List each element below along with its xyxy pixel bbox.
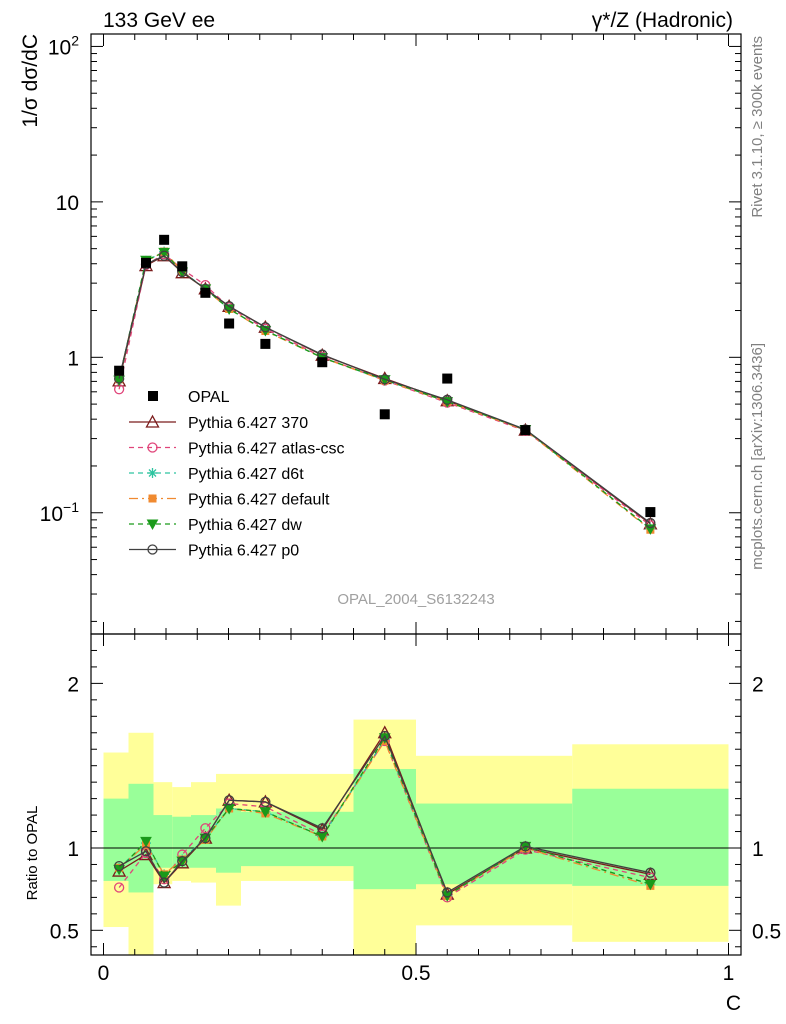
ratio-y-tick-label-right: 2 — [752, 673, 764, 696]
ratio-y-tick-label-left: 2 — [67, 673, 79, 696]
ratio-line-pythia-6-427-dw — [118, 736, 651, 897]
ratio-y-tick-label-right: 1 — [752, 838, 764, 861]
opal-point — [442, 373, 453, 384]
header-right: γ*/Z (Hadronic) — [592, 9, 733, 32]
opal-point — [177, 261, 188, 272]
legend-label-pythia-6-427-default: Pythia 6.427 default — [188, 492, 330, 509]
opal-point — [379, 409, 390, 420]
ratio-point-pythia-6-427-dw — [140, 836, 152, 848]
legend-label-pythia-6-427-d6t: Pythia 6.427 d6t — [188, 466, 304, 483]
legend-marker-pythia-6-427-dw — [146, 519, 159, 531]
legend-label-opal: OPAL — [188, 389, 230, 406]
ratio-point-pythia-6-427-dw — [259, 807, 272, 818]
opal-data-points — [114, 234, 656, 518]
main-line-pythia-6-427-dw — [118, 251, 651, 530]
legend-marker-pythia-6-427-d6t — [147, 468, 158, 478]
ratio-point-pythia-6-427-p0 — [260, 796, 271, 808]
axis-ticks — [91, 34, 741, 955]
main-line-pythia-6-427-atlas-csc — [118, 253, 651, 526]
ratio-point-pythia-6-427-atlas-csc — [113, 882, 125, 893]
main-y-tick-label: 1 — [67, 347, 79, 370]
x-axis-label: C — [726, 992, 741, 1015]
ratio-point-pythia-6-427-dw — [158, 871, 170, 883]
band-green-bin — [153, 815, 173, 868]
main-y-tick-exponent: −1 — [63, 499, 79, 515]
ratio-point-pythia-6-427-p0 — [140, 846, 152, 857]
ratio-point-pythia-6-427-atlas-csc — [200, 823, 211, 834]
ratio-y-axis-label: Ratio to OPAL — [24, 806, 41, 901]
opal-point — [200, 287, 211, 298]
ratio-point-pythia-6-427-p0 — [442, 887, 453, 898]
ratio-point-pythia-6-427-p0 — [645, 867, 656, 878]
opal-point — [114, 365, 125, 376]
opal-point — [159, 234, 170, 245]
band-green-bin — [572, 788, 729, 886]
main-point-pythia-6-427-dw — [158, 247, 170, 259]
legend-label-pythia-6-427-p0: Pythia 6.427 p0 — [188, 543, 299, 560]
legend: OPAL Pythia 6.427 370 Pythia 6.427 atlas-c… — [129, 389, 345, 560]
ratio-point-pythia-6-427-p0 — [113, 860, 125, 872]
main-point-pythia-6-427-p0 — [260, 322, 271, 333]
main-point-pythia-6-427-p0 — [379, 374, 390, 385]
analysis-label: OPAL_2004_S6132243 — [337, 591, 494, 608]
main-y-tick-label: 102 — [48, 32, 79, 59]
ratio-point-pythia-6-427-p0 — [379, 730, 390, 742]
opal-point — [260, 338, 271, 349]
x-tick-label: 0 — [98, 962, 110, 985]
main-point-pythia-6-427-p0 — [442, 394, 453, 405]
legend-label-pythia-6-427-dw: Pythia 6.427 dw — [188, 517, 302, 534]
opal-point — [520, 425, 531, 436]
opal-point — [317, 357, 328, 368]
ratio-y-tick-label-right: 0.5 — [752, 920, 781, 943]
ratio-y-tick-label-left: 1 — [67, 838, 79, 861]
ratio-point-pythia-6-427-p0 — [520, 841, 531, 852]
main-y-axis-label: 1/σ dσ/dC — [19, 34, 42, 128]
opal-point — [141, 257, 151, 268]
legend-marker-pythia-6-427-370 — [145, 414, 160, 428]
mc-series-ratio — [112, 725, 658, 903]
x-tick-label: 1 — [723, 962, 735, 985]
ratio-point-pythia-6-427-p0 — [223, 795, 235, 806]
header-left: 133 GeV ee — [103, 9, 215, 32]
ratio-point-pythia-6-427-p0 — [317, 823, 328, 834]
band-green-bin — [241, 811, 291, 867]
main-line-pythia-6-427-p0 — [118, 254, 651, 524]
ratio-point-pythia-6-427-p0 — [158, 877, 170, 888]
opal-point — [645, 507, 656, 518]
main-y-tick-label: 10 — [56, 192, 79, 215]
legend-label-pythia-6-427-370: Pythia 6.427 370 — [188, 415, 308, 432]
ratio-line-pythia-6-427-p0 — [118, 734, 651, 894]
main-y-tick-exponent: 2 — [71, 32, 79, 48]
band-green-bin — [216, 808, 241, 873]
legend-marker-pythia-6-427-atlas-csc — [147, 442, 158, 453]
tick-labels: 0 0.5 1 10−1 1 10 102 0.5 0.5 1 1 2 2 — [40, 32, 782, 985]
opal-point — [224, 318, 235, 329]
legend-label-pythia-6-427-atlas-csc: Pythia 6.427 atlas-csc — [188, 441, 345, 458]
band-green-bin — [353, 768, 416, 890]
ratio-point-pythia-6-427-p0 — [177, 856, 188, 867]
ratio-line-pythia-6-427-default — [118, 739, 651, 897]
ratio-line-pythia-6-427-atlas-csc — [118, 739, 651, 899]
ratio-point-pythia-6-427-p0 — [200, 832, 211, 844]
ratio-point-pythia-6-427-dw — [644, 879, 657, 891]
legend-marker-pythia-6-427-p0 — [147, 544, 158, 555]
main-point-pythia-6-427-p0 — [645, 517, 656, 529]
ratio-point-pythia-6-427-dw — [378, 733, 391, 744]
legend-marker-pythia-6-427-default — [148, 494, 157, 503]
side-text-bottom: mcplots.cern.ch [arXiv:1306.3436] — [749, 343, 766, 570]
side-text-top: Rivet 3.1.10, ≥ 300k events — [749, 36, 766, 218]
main-point-pythia-6-427-dw — [441, 397, 454, 408]
ratio-y-tick-label-left: 0.5 — [50, 920, 79, 943]
main-point-pythia-6-427-p0 — [158, 250, 170, 261]
main-point-pythia-6-427-p0 — [223, 301, 235, 312]
legend-marker-opal — [148, 391, 158, 401]
main-y-tick-label: 10−1 — [40, 499, 80, 526]
x-tick-label: 0.5 — [401, 962, 430, 985]
